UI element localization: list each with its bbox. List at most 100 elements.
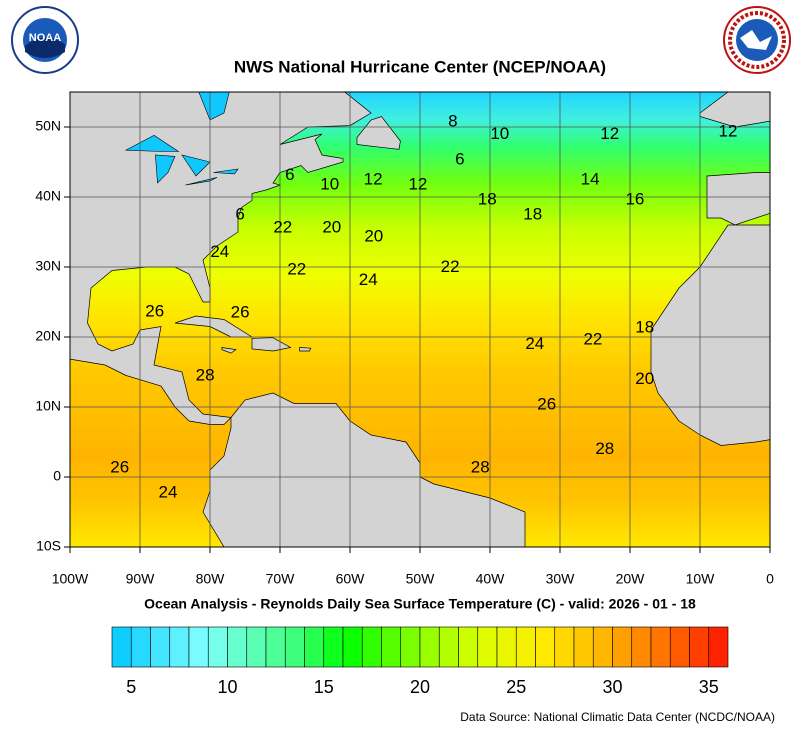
colorbar-tick-label: 20 [410,677,430,697]
colorbar-box [592,626,613,668]
contour-label: 26 [110,457,129,476]
y-tick-label: 30N [35,258,61,274]
contour-label: 20 [322,217,341,236]
colorbar-box [111,626,132,668]
colorbar-box [361,626,382,668]
contour-label: 20 [364,226,383,245]
landmass [70,92,372,425]
contour-label: 24 [359,270,378,289]
contour-label: 6 [235,205,244,224]
x-tick-label: 80W [196,571,226,587]
contour-label: 24 [525,334,544,353]
y-tick-label: 20N [35,328,61,344]
title: NWS National Hurricane Center (NCEP/NOAA… [234,57,606,76]
colorbar-box [304,626,325,668]
contour-label: 22 [583,329,602,348]
contour-label: 12 [600,124,619,143]
x-tick-label: 0 [766,571,774,587]
x-tick-label: 70W [266,571,296,587]
colorbar-box [188,626,209,668]
colorbar-box [227,626,248,668]
landmass [356,116,401,150]
contour-label: 12 [364,170,383,189]
colorbar-box [342,626,363,668]
contour-label: 18 [478,189,497,208]
x-tick-label: 50W [406,571,436,587]
colorbar-box [631,626,652,668]
landmass [299,347,312,352]
colorbar-box [419,626,440,668]
lake [124,135,180,152]
nws-logo [723,6,791,74]
contour-label: 22 [273,217,292,236]
contour-label: 24 [210,242,229,261]
colorbar-box [669,626,690,668]
colorbar-tick-label: 15 [314,677,334,697]
map: 8 10 12 12 6 10 12 12 6 14 16 18 18 6 22 20 20 24 22 24 22 26… [69,91,771,548]
x-tick-label: 10W [686,571,716,587]
x-tick-label: 90W [126,571,156,587]
x-tick-label: 30W [546,571,576,587]
colorbar-box [612,626,633,668]
contour-label: 6 [455,149,464,168]
colorbar-box [573,626,594,668]
land [70,92,770,547]
colorbar-tick-label: 5 [126,677,136,697]
colorbar-box [708,626,729,668]
contour-label: 12 [408,175,427,194]
colorbar-tick-label: 10 [217,677,237,697]
x-tick-label: 40W [476,571,506,587]
colorbar-box [689,626,710,668]
contour-label: 22 [441,257,460,276]
colorbar-box [496,626,517,668]
landmass [221,347,237,354]
subtitle: Ocean Analysis - Reynolds Daily Sea Surf… [144,596,696,612]
contour-label: 28 [471,457,490,476]
grid [69,92,771,548]
contour-label: 26 [537,394,556,413]
landmass [251,337,292,352]
noaa-logo: NOAA [11,6,79,74]
lake [181,154,211,177]
contour-label: 28 [595,439,614,458]
colorbar-box [381,626,402,668]
x-tick-label: 100W [52,571,89,587]
y-tick-label: 50N [35,118,61,134]
contour-label: 26 [231,303,250,322]
colorbar-box [150,626,171,668]
contour-label: 18 [635,317,654,336]
contour-label: 26 [145,301,164,320]
colorbar-box [246,626,267,668]
colorbar-box [477,626,498,668]
colorbar-box [284,626,305,668]
contour-label: 24 [159,483,178,502]
contour-label: 18 [523,205,542,224]
colorbar-box [323,626,344,668]
colorbar-box [438,626,459,668]
lake [213,168,239,175]
y-tick-label: 10N [35,398,61,414]
colorbar-tick-label: 30 [602,677,622,697]
y-tick-label: 10S [36,538,61,554]
contour-label: 16 [625,189,644,208]
contour-label: 12 [719,121,738,140]
contour-label: 28 [196,366,215,385]
colorbar-box [169,626,190,668]
colorbar-tick-label: 25 [506,677,526,697]
colorbar-box [458,626,479,668]
contour-label: 22 [287,259,306,278]
landmass [706,172,770,226]
contour-label: 8 [448,112,457,131]
colorbar-box [515,626,536,668]
colorbar-box [207,626,228,668]
contour-label: 20 [635,369,654,388]
colorbar-box [130,626,151,668]
colorbar-tick-label: 35 [699,677,719,697]
colorbar: 5 10 15 20 25 30 35 [111,626,729,697]
lake [185,177,218,186]
colorbar-box [650,626,671,668]
logo-text: NOAA [29,32,61,44]
contour-label: 14 [581,170,600,189]
